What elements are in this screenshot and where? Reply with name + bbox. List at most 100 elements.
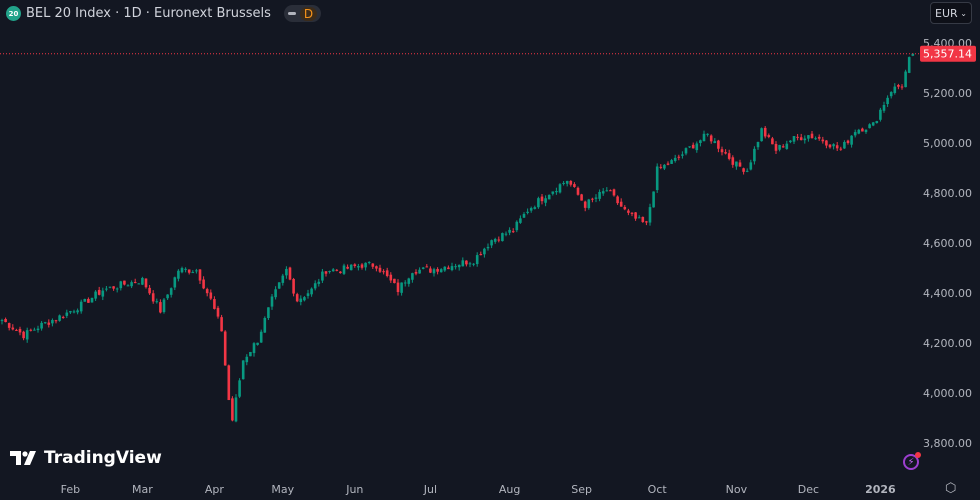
candle-body [832, 144, 835, 147]
candle-body [526, 211, 529, 213]
candle-body [87, 299, 90, 303]
candle-body [501, 233, 504, 242]
candle-body [429, 268, 432, 273]
candle-body [580, 194, 583, 201]
candle-body [544, 198, 547, 203]
candle-body [490, 240, 493, 246]
candle-body [51, 320, 54, 324]
candle-body [231, 398, 234, 421]
candle-body [774, 143, 778, 151]
candle-body [871, 122, 875, 126]
candle-body [72, 311, 76, 313]
candle-body [511, 231, 515, 233]
candle-body [303, 297, 306, 301]
x-tick-label: Sep [571, 483, 592, 496]
candle-body [828, 144, 832, 148]
candle-body [713, 141, 717, 144]
candle-body [353, 264, 357, 267]
candle-body [803, 138, 807, 141]
candle-body [393, 278, 396, 284]
candle-body [565, 180, 569, 184]
candle-body [166, 294, 169, 299]
candle-body [115, 288, 119, 290]
candle-body [443, 266, 447, 271]
candle-body [202, 279, 205, 289]
candle-body [673, 157, 677, 161]
candle-body [155, 301, 159, 303]
chevron-down-icon: ⌄ [960, 8, 967, 18]
y-tick-label: 5,200.00 [923, 87, 972, 100]
candle-body [839, 148, 843, 150]
candle-body [591, 198, 594, 200]
symbol-logo: 20 [6, 6, 21, 21]
candle-body [270, 296, 274, 307]
candle-body [281, 275, 285, 283]
candle-body [655, 166, 659, 191]
last-price-label-bg [920, 45, 976, 62]
candle-body [400, 282, 403, 293]
candle-body [133, 282, 137, 284]
candle-body [342, 265, 346, 274]
candle-body [184, 268, 187, 270]
candle-body [450, 266, 454, 271]
x-tick-label: Nov [726, 483, 748, 496]
candle-body [61, 316, 65, 318]
candle-body [843, 141, 846, 149]
candle-body [436, 269, 439, 272]
candle-body [205, 289, 209, 294]
candle-body [663, 164, 666, 169]
candle-body [529, 208, 533, 211]
candle-body [695, 143, 699, 151]
candle-body [756, 142, 760, 148]
candle-body [25, 330, 29, 340]
candle-body [180, 268, 184, 273]
candle-body [360, 264, 364, 268]
candle-body [659, 166, 663, 168]
candle-body [0, 320, 4, 322]
candle-body [547, 194, 551, 200]
candle-body [609, 190, 612, 192]
settings-icon[interactable]: ⬡ [945, 481, 957, 496]
candle-body [130, 282, 133, 287]
market-status-pill[interactable]: D [283, 5, 322, 22]
candle-body [162, 299, 166, 313]
x-tick-label: Aug [499, 483, 520, 496]
candle-body [321, 271, 324, 281]
candle-body [817, 136, 821, 139]
candle-body [76, 310, 79, 313]
candle-body [364, 262, 367, 268]
candle-body [598, 191, 601, 199]
candle-body [306, 293, 310, 296]
candle-body [295, 294, 299, 302]
currency-selector[interactable]: EUR ⌄ [930, 2, 972, 24]
candle-body [724, 152, 727, 154]
candle-body [763, 127, 767, 137]
candle-body [331, 269, 335, 272]
candle-body [195, 270, 198, 272]
candle-body [198, 269, 202, 281]
candle-body [454, 266, 457, 268]
candle-body [252, 343, 256, 354]
candle-body [43, 322, 47, 324]
candle-body [227, 365, 231, 401]
candle-body [879, 109, 882, 120]
candle-body [259, 331, 263, 343]
candle-body [285, 268, 288, 276]
candle-body [371, 263, 375, 267]
candle-body [15, 329, 18, 331]
candle-body [457, 264, 461, 268]
tradingview-logo[interactable]: TradingView [10, 448, 162, 468]
candle-body [771, 138, 774, 145]
candle-body [717, 140, 720, 149]
candle-body [108, 286, 112, 288]
candle-body [425, 266, 429, 268]
candle-body [616, 196, 619, 204]
candle-body [126, 285, 130, 287]
symbol-title[interactable]: BEL 20 Index · 1D · Euronext Brussels [26, 6, 271, 21]
candle-body [58, 315, 61, 321]
lightning-icon[interactable]: ⚡ [903, 452, 921, 470]
candle-body [486, 246, 490, 249]
candle-body [177, 270, 180, 279]
candle-body [256, 342, 259, 345]
